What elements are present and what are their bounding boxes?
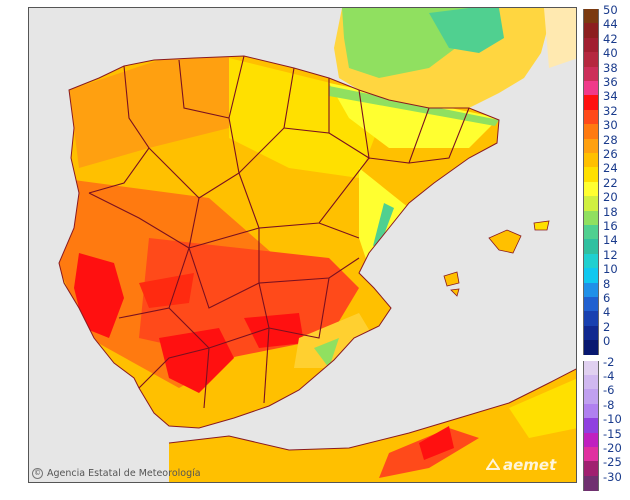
legend-label: 18 xyxy=(603,204,618,219)
legend-label: 6 xyxy=(603,291,611,305)
legend-swatch xyxy=(583,181,599,197)
temperature-legend: 50 44 42 40 38 36 34 32 30 28 26 24 22 20 18 16 14 12 10 8 6… xyxy=(583,3,630,491)
legend-swatch xyxy=(583,418,599,434)
legend-swatch xyxy=(583,389,599,405)
legend-swatch xyxy=(583,95,599,111)
legend-label: -30 xyxy=(603,469,622,484)
legend-swatch xyxy=(583,375,599,390)
legend-swatch xyxy=(583,81,599,96)
credit-text: Agencia Estatal de Meteorología xyxy=(47,467,201,479)
legend-swatch xyxy=(583,268,599,284)
legend-label: 4 xyxy=(603,305,611,320)
aemet-logo: aemet xyxy=(486,455,556,475)
legend-label: -2 xyxy=(603,354,615,369)
temperature-map xyxy=(28,7,577,483)
legend-label: 26 xyxy=(603,147,618,161)
province-borders xyxy=(88,56,470,409)
north-africa-land xyxy=(169,369,576,482)
sierra-nevada xyxy=(314,338,339,368)
ibiza-island xyxy=(443,271,460,287)
legend-swatch xyxy=(583,432,599,448)
legend-swatch xyxy=(583,311,599,327)
legend-label: -20 xyxy=(603,441,622,455)
legend-label: -6 xyxy=(603,383,615,398)
legend-swatch xyxy=(583,297,599,312)
legend-label: 12 xyxy=(603,247,618,262)
pyrenees-cool xyxy=(329,86,499,126)
legend-label: 22 xyxy=(603,175,618,190)
legend-swatch xyxy=(583,138,599,154)
algeria-coast-zone xyxy=(509,378,576,438)
jaen-hotspot xyxy=(244,313,304,348)
legend-swatch xyxy=(583,109,599,125)
legend-label: 32 xyxy=(603,103,618,118)
legend-swatch xyxy=(583,52,599,68)
legend-label: 34 xyxy=(603,89,618,104)
legend-label: 16 xyxy=(603,219,618,233)
legend-swatch xyxy=(583,225,599,240)
legend-swatch xyxy=(583,153,599,168)
legend-label: 44 xyxy=(603,17,618,32)
legend-swatch xyxy=(583,340,599,356)
aemet-logo-text: aemet xyxy=(503,456,557,474)
legend-label: -15 xyxy=(603,426,622,441)
legend-label: 8 xyxy=(603,276,611,291)
iberian-mountains xyxy=(373,203,394,246)
legend-label: 0 xyxy=(603,334,611,349)
legend-label: 36 xyxy=(603,75,618,89)
legend-swatch xyxy=(583,23,599,39)
formentera-island xyxy=(450,288,460,297)
legend-label: 10 xyxy=(603,262,618,277)
legend-swatch xyxy=(583,253,599,269)
legend-label: 40 xyxy=(603,46,618,61)
map-canvas xyxy=(58,8,576,482)
legend-swatch xyxy=(583,9,599,24)
legend-label: 2 xyxy=(603,319,611,334)
africa-coastline xyxy=(168,368,576,451)
legend-label: 42 xyxy=(603,31,618,46)
coastline xyxy=(58,55,500,429)
legend-swatch xyxy=(583,210,599,226)
legend-swatch xyxy=(583,66,599,82)
legend-swatch xyxy=(583,167,599,183)
guadiana-hotspot xyxy=(74,253,124,338)
legend-label: -25 xyxy=(603,455,622,470)
legend-swatch xyxy=(583,124,599,140)
legend-swatch xyxy=(583,37,599,53)
legend-label: -8 xyxy=(603,397,615,412)
legend-label: 30 xyxy=(603,118,618,133)
legend-swatch xyxy=(583,461,599,477)
legend-swatch xyxy=(583,403,599,419)
legend-label: 20 xyxy=(603,190,618,205)
legend-swatch xyxy=(583,282,599,298)
atlas-hotspot xyxy=(419,426,454,460)
north-warm-zone xyxy=(69,56,229,168)
sierra-hotspot xyxy=(139,273,194,308)
menorca-island xyxy=(533,220,550,231)
credit: © Agencia Estatal de Meteorología xyxy=(32,466,201,480)
copyright-icon: © xyxy=(32,467,43,479)
south-hot-zone xyxy=(139,238,359,358)
legend-swatch xyxy=(583,447,599,462)
aemet-logo-icon xyxy=(486,458,500,470)
mallorca-island xyxy=(488,229,522,254)
guadalquivir-hotspot xyxy=(159,328,234,393)
legend-label: 24 xyxy=(603,161,618,176)
corner-land xyxy=(544,8,576,68)
alps-cool-zone xyxy=(429,8,504,53)
legend-label: 38 xyxy=(603,60,618,75)
legend-label: 50 xyxy=(603,3,618,17)
legend-label: -4 xyxy=(603,369,615,383)
legend-swatch xyxy=(583,475,599,491)
legend-swatch xyxy=(583,325,599,341)
legend-swatch xyxy=(583,360,599,376)
legend-label: -10 xyxy=(603,412,622,427)
legend-label: 14 xyxy=(603,233,618,248)
legend-swatch xyxy=(583,239,599,255)
legend-label: 28 xyxy=(603,132,618,147)
legend-swatch xyxy=(583,196,599,212)
